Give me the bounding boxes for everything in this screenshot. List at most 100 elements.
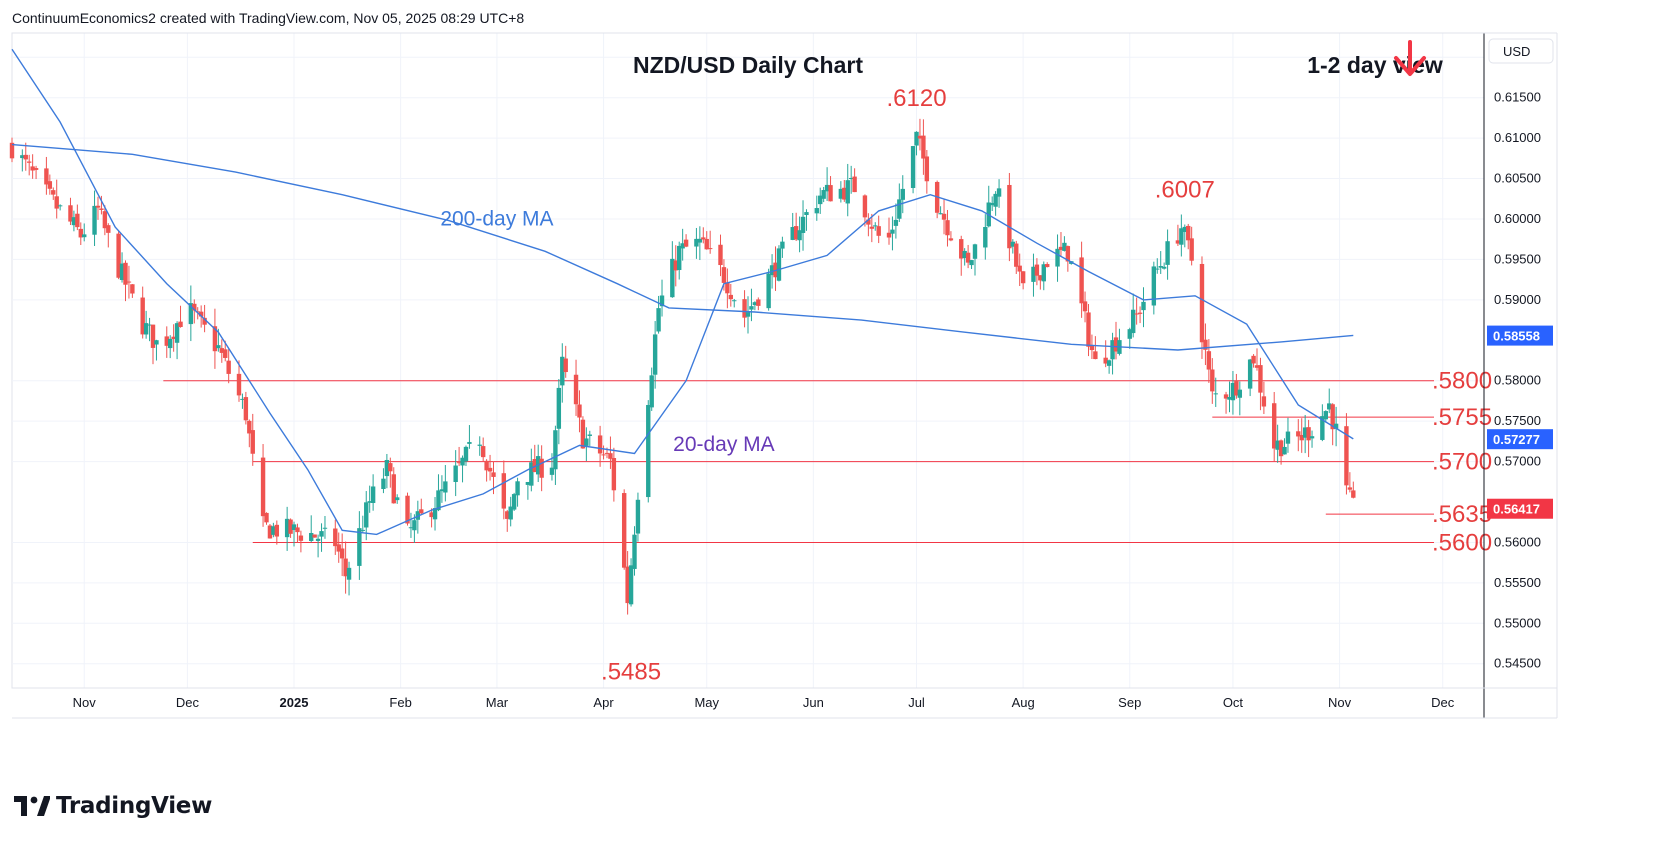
candle-down	[267, 525, 273, 539]
candle-up	[370, 486, 376, 503]
candle-down	[532, 459, 537, 473]
tradingview-logo[interactable]: TradingView	[14, 792, 212, 820]
candle-down	[1330, 404, 1335, 430]
candle-up	[677, 245, 682, 271]
price-badge	[1487, 429, 1553, 450]
y-tick-label: 0.60000	[1494, 211, 1541, 226]
y-tick-label: 0.59500	[1494, 251, 1541, 266]
price-badge-label: 0.57277	[1493, 432, 1540, 447]
candle-up	[1041, 264, 1046, 282]
y-tick-label: 0.55000	[1494, 615, 1541, 630]
candle-down	[68, 205, 73, 222]
candle-up	[549, 467, 555, 475]
candle-down	[391, 474, 396, 504]
candle-down	[130, 284, 135, 294]
candle-up	[1230, 382, 1236, 401]
candle-up	[20, 155, 25, 159]
candle-down	[78, 228, 83, 238]
candle-down	[102, 211, 108, 229]
candle-up	[814, 208, 819, 214]
candle-down	[1093, 351, 1098, 360]
candle-down	[673, 260, 678, 271]
candle-up	[92, 205, 97, 235]
candle-down	[608, 453, 613, 459]
candle-up	[1333, 423, 1339, 429]
candle-down	[501, 473, 507, 509]
candle-down	[718, 244, 723, 266]
candle-up	[680, 243, 685, 249]
candle-up	[143, 323, 149, 335]
ma-label: 20-day MA	[673, 433, 775, 456]
candle-up	[972, 244, 978, 259]
candle-down	[852, 176, 857, 193]
candle-up	[439, 489, 445, 492]
y-tick-label: 0.59000	[1494, 292, 1541, 307]
moving-averages	[11, 48, 1354, 536]
candle-down	[333, 528, 338, 547]
candle-up	[346, 567, 352, 580]
candle-down	[876, 226, 881, 236]
candle-up	[560, 356, 565, 386]
candle-up	[893, 219, 899, 226]
candle-down	[580, 419, 586, 449]
candle-down	[247, 420, 252, 434]
candle-up	[1031, 266, 1036, 282]
candle-down	[23, 154, 28, 160]
candle-down	[202, 317, 207, 325]
candle-up	[553, 430, 558, 470]
x-tick-label: 2025	[280, 695, 309, 710]
candle-down	[1175, 240, 1181, 244]
tradingview-logo-icon	[14, 796, 50, 816]
candle-down	[1020, 271, 1026, 284]
candle-down	[793, 226, 799, 240]
candle-down	[1086, 312, 1091, 347]
candle-up	[511, 494, 517, 510]
candle-up	[394, 497, 400, 501]
ma-200-line	[11, 143, 1354, 351]
candle-down	[921, 135, 926, 159]
candle-down	[1189, 238, 1194, 261]
candle-down	[1034, 264, 1040, 276]
x-tick-label: Dec	[1431, 695, 1455, 710]
candle-down	[336, 544, 341, 552]
candle-down	[1210, 369, 1215, 392]
annotations: NZD/USD Daily Chart 1-2 day view .6120 .600…	[440, 40, 1443, 685]
candle-up	[443, 481, 448, 493]
candle-down	[611, 458, 617, 491]
candle-up	[1165, 241, 1170, 265]
level-label: .5755	[1432, 404, 1492, 431]
candle-up	[82, 234, 87, 238]
candle-down	[742, 299, 747, 318]
candle-up	[790, 227, 795, 240]
candle-down	[95, 205, 101, 208]
candle-down	[123, 262, 128, 285]
candle-up	[656, 308, 661, 332]
candle-up	[357, 528, 362, 566]
candle-down	[1038, 275, 1043, 281]
candle-down	[339, 548, 345, 559]
ma-20-line	[11, 48, 1354, 536]
candle-down	[484, 460, 489, 471]
candle-up	[529, 462, 534, 486]
candle-up	[628, 565, 634, 605]
x-tick-label: Jul	[908, 695, 925, 710]
candle-up	[1127, 329, 1132, 339]
candle-up	[1182, 226, 1187, 233]
candle-down	[126, 281, 132, 283]
candle-down	[886, 232, 892, 238]
candle-down	[539, 458, 544, 478]
candle-down	[226, 360, 231, 374]
candle-down	[1299, 434, 1304, 441]
candle-down	[924, 156, 930, 182]
candle-up	[587, 434, 592, 436]
candle-down	[405, 495, 410, 524]
x-tick-label: Oct	[1223, 695, 1244, 710]
candle-up	[824, 184, 830, 192]
candle-down	[75, 213, 80, 228]
candle-up	[897, 199, 902, 219]
x-tick-label: Dec	[176, 695, 200, 710]
candle-up	[993, 193, 998, 207]
candle-down	[51, 190, 56, 195]
candle-up	[1179, 228, 1184, 245]
